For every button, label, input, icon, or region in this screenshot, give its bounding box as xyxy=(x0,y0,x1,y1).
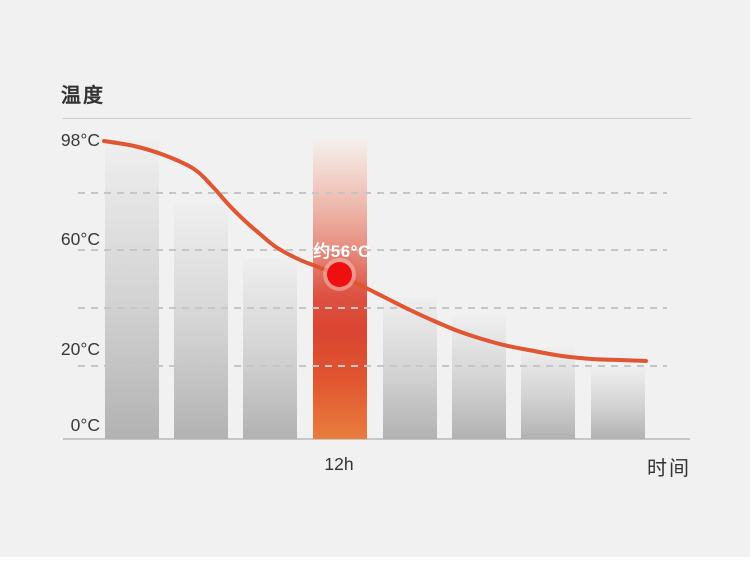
bar-5 xyxy=(383,297,437,439)
annotation-label: 约56°C xyxy=(313,242,371,261)
dashed-gridline-3 xyxy=(78,307,667,309)
y-tick-98: 98°C xyxy=(60,130,100,150)
x-axis-title: 时间 xyxy=(647,458,691,480)
bar-8 xyxy=(591,367,645,439)
y-tick-60: 60°C xyxy=(60,229,100,249)
chart-top-border-line xyxy=(63,118,691,119)
x-tick-12h: 12h xyxy=(324,454,354,474)
highlight-bar-12h xyxy=(313,140,367,439)
y-tick-20: 20°C xyxy=(60,339,100,359)
dashed-gridline-1 xyxy=(78,192,667,194)
bottom-white-strip xyxy=(0,557,750,575)
bar-7 xyxy=(521,347,575,439)
y-axis-title: 温度 xyxy=(61,85,105,107)
data-point-marker xyxy=(326,261,352,287)
temperature-curve-path xyxy=(102,139,648,363)
bar-2 xyxy=(174,204,228,439)
bar-1 xyxy=(105,140,159,439)
x-axis-line xyxy=(63,438,690,440)
bar-6 xyxy=(452,315,506,439)
bar-3 xyxy=(243,258,297,439)
y-tick-0: 0°C xyxy=(70,415,100,435)
dashed-gridline-4 xyxy=(78,365,667,367)
dashed-gridline-2 xyxy=(78,249,667,251)
